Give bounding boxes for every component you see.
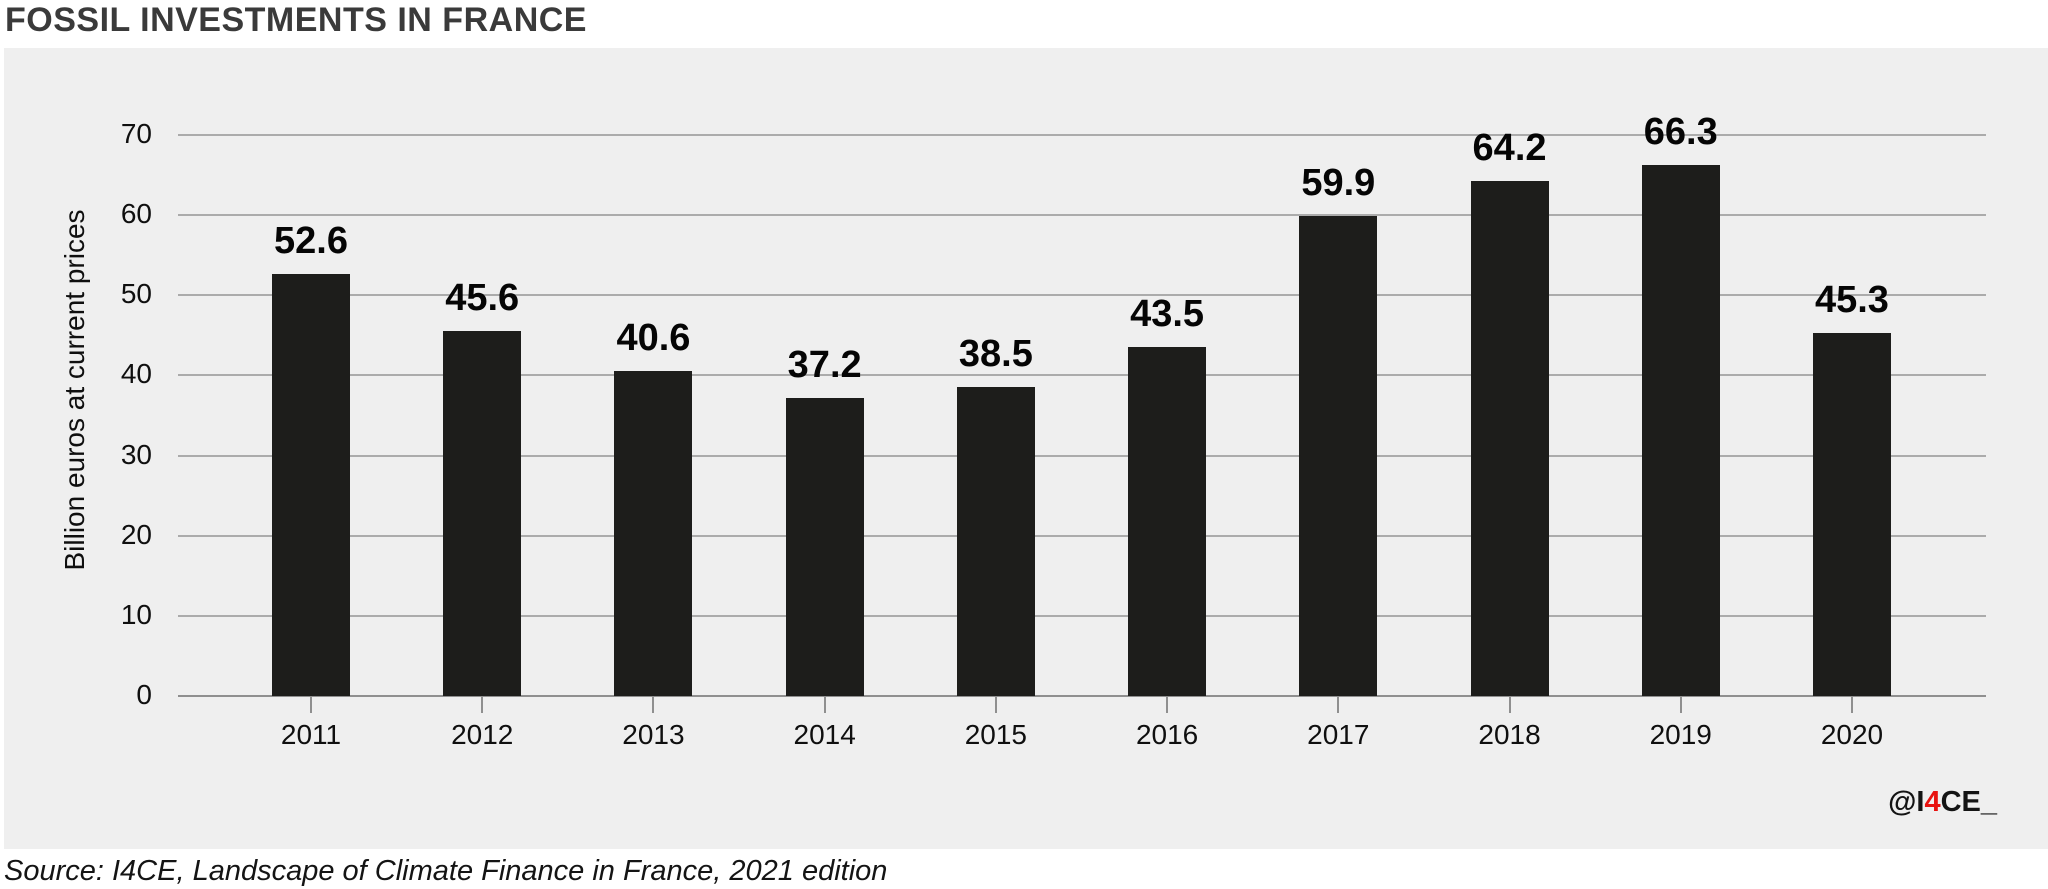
x-tick-label: 2017 xyxy=(1307,719,1370,750)
y-tick-label: 40 xyxy=(120,358,152,390)
bar xyxy=(1470,181,1549,696)
y-tick-label: 0 xyxy=(136,679,152,711)
bar-value-label: 37.2 xyxy=(787,343,862,386)
y-axis-label: Billion euros at current prices xyxy=(59,209,90,571)
x-tick-mark xyxy=(652,697,655,713)
bar xyxy=(1128,347,1207,696)
bar-value-label: 66.3 xyxy=(1643,110,1718,153)
x-axis-baseline xyxy=(178,695,1986,697)
x-tick-label: 2014 xyxy=(793,719,856,750)
gridline xyxy=(178,614,1986,617)
gridline xyxy=(178,134,1986,136)
bar xyxy=(272,274,350,696)
x-tick-label: 2020 xyxy=(1820,719,1884,750)
bar-value-label: 38.5 xyxy=(958,333,1033,376)
bar xyxy=(1299,215,1378,696)
x-tick-mark xyxy=(823,697,826,713)
watermark: @I4CE_ xyxy=(1888,786,1997,819)
x-tick-label: 2016 xyxy=(1135,719,1199,750)
gridline xyxy=(178,294,1986,297)
source-caption: Source: I4CE, Landscape of Climate Finan… xyxy=(4,855,888,887)
x-tick-label: 2018 xyxy=(1478,719,1541,750)
gridline xyxy=(178,374,1986,377)
bar xyxy=(785,397,864,696)
bar-value-label: 45.3 xyxy=(1814,278,1889,321)
y-tick-label: 50 xyxy=(120,278,152,310)
bar-value-label: 40.6 xyxy=(616,316,691,359)
watermark-suffix: CE_ xyxy=(1940,786,1997,818)
gridline xyxy=(178,214,1986,217)
x-tick-mark xyxy=(994,697,997,713)
x-tick-mark xyxy=(1166,697,1169,713)
x-tick-mark xyxy=(310,697,312,713)
y-tick-label: 70 xyxy=(120,118,152,150)
bar-value-label: 59.9 xyxy=(1301,161,1376,204)
chart-title: FOSSIL INVESTMENTS IN FRANCE xyxy=(5,1,587,39)
y-tick-label: 20 xyxy=(120,518,152,550)
x-tick-label: 2013 xyxy=(622,719,685,750)
bar-value-label: 43.5 xyxy=(1130,293,1205,336)
watermark-prefix: @I xyxy=(1888,786,1925,818)
y-tick-label: 30 xyxy=(120,438,152,470)
bar-value-label: 64.2 xyxy=(1472,127,1547,170)
bar xyxy=(1641,164,1720,696)
x-tick-label: 2015 xyxy=(964,719,1028,750)
bar-value-label: 52.6 xyxy=(274,220,348,263)
x-tick-mark xyxy=(1850,697,1853,713)
x-tick-label: 2019 xyxy=(1649,719,1712,750)
bar xyxy=(614,370,693,696)
bar xyxy=(1812,332,1891,696)
y-tick-label: 10 xyxy=(120,599,152,631)
bar xyxy=(956,387,1035,696)
y-tick-label: 60 xyxy=(120,198,152,230)
bar-value-label: 45.6 xyxy=(445,276,520,319)
watermark-highlight: 4 xyxy=(1924,786,1941,818)
x-tick-label: 2011 xyxy=(280,719,342,750)
x-tick-mark xyxy=(481,697,484,713)
gridline xyxy=(178,534,1986,537)
x-tick-mark xyxy=(1508,697,1511,713)
x-tick-label: 2012 xyxy=(451,719,514,750)
x-tick-mark xyxy=(1679,697,1682,713)
x-tick-mark xyxy=(1337,697,1340,713)
bar xyxy=(443,330,522,696)
gridline xyxy=(178,454,1986,457)
